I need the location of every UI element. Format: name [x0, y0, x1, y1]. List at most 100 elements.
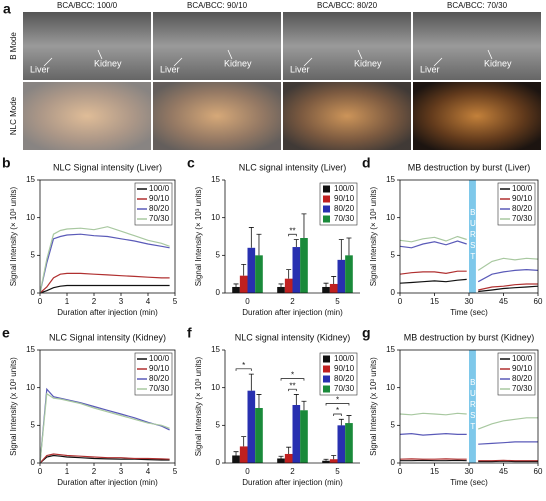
- column-label: BCA/BCC: 70/30: [447, 1, 508, 10]
- significance-bracket: [235, 368, 252, 371]
- error-bar: [286, 446, 292, 454]
- x-tick-label: 4: [146, 467, 151, 476]
- organ-label: Liver: [160, 64, 180, 74]
- error-bar: [301, 400, 307, 411]
- error-bar: [278, 455, 284, 459]
- x-tick-label: 4: [146, 297, 151, 306]
- legend-label: 100/0: [149, 354, 170, 363]
- significance-label: **: [289, 226, 295, 235]
- x-tick-label: 60: [534, 297, 543, 306]
- significance-label: *: [336, 396, 339, 405]
- series-line: [39, 454, 170, 464]
- bar: [284, 453, 293, 463]
- chart-title: MB destruction by burst (Liver): [408, 162, 531, 172]
- error-bar: [241, 263, 247, 276]
- column-label: BCA/BCC: 90/10: [187, 1, 248, 10]
- legend-label: 100/0: [334, 184, 355, 193]
- chart-title: MB destruction by burst (Kidney): [404, 332, 535, 342]
- y-axis-label: Signal Intensity (× 10³ units): [194, 186, 203, 286]
- organ-label: Kidney: [224, 58, 252, 68]
- legend-label: 90/10: [334, 364, 355, 373]
- bar: [337, 259, 346, 293]
- panel-letter: c: [187, 155, 195, 171]
- legend-swatch: [323, 215, 330, 223]
- bar: [255, 255, 263, 293]
- error-bar: [286, 269, 292, 279]
- series-line: [399, 458, 538, 462]
- x-tick-label: 2: [92, 467, 97, 476]
- error-bar: [256, 394, 262, 409]
- legend-box: [134, 182, 173, 226]
- x-tick-label: 0: [245, 297, 250, 306]
- y-axis-label: Signal Intensity (× 10³ units): [9, 186, 18, 286]
- axes: [224, 180, 360, 294]
- legend-label: 80/20: [149, 204, 170, 213]
- error-bar: [346, 415, 352, 424]
- y-tick-label: 5: [391, 250, 396, 259]
- y-tick-label: 5: [216, 420, 221, 429]
- legend-swatch: [323, 375, 330, 383]
- y-tick-label: 15: [211, 345, 220, 354]
- series-line: [39, 272, 170, 294]
- y-tick-label: 5: [31, 420, 36, 429]
- y-tick-label: 0: [31, 458, 36, 467]
- organ-label: Kidney: [484, 58, 512, 68]
- x-axis-label: Duration after injection (min): [242, 478, 343, 487]
- bar: [284, 278, 293, 293]
- x-tick-label: 15: [430, 297, 439, 306]
- panel-letter: d: [362, 155, 371, 171]
- plot-frame: [399, 179, 539, 294]
- y-tick-label: 10: [26, 213, 35, 222]
- y-tick-label: 15: [26, 345, 35, 354]
- bar: [239, 446, 248, 463]
- y-tick-label: 15: [386, 345, 395, 354]
- error-bar: [233, 283, 239, 287]
- legend-label: 80/20: [334, 374, 355, 383]
- x-axis-label: Duration after injection (min): [57, 308, 158, 317]
- chart-title: NLC signal intensity (Liver): [239, 162, 347, 172]
- x-tick-label: 2: [290, 297, 295, 306]
- series-line: [39, 453, 170, 464]
- x-axis-label: Time (sec): [450, 478, 488, 487]
- y-tick-label: 10: [211, 213, 220, 222]
- bar: [337, 425, 346, 463]
- row-label: B Mode: [9, 32, 18, 60]
- error-bar: [323, 282, 329, 287]
- legend-box: [497, 352, 536, 396]
- series-line: [39, 226, 170, 294]
- x-tick-label: 60: [534, 467, 543, 476]
- x-tick-label: 0: [38, 467, 43, 476]
- pointer: [97, 49, 103, 60]
- legend-label: 80/20: [334, 204, 355, 213]
- legend-label: 90/10: [334, 194, 355, 203]
- legend-swatch: [323, 385, 330, 393]
- plot-frame: [39, 349, 176, 464]
- bar: [300, 238, 308, 293]
- pointer: [487, 49, 493, 60]
- x-tick-label: 5: [335, 467, 340, 476]
- series-line: [399, 240, 539, 283]
- nlc-image: [153, 82, 281, 150]
- x-tick-label: 5: [173, 297, 178, 306]
- column-label: BCA/BCC: 80/20: [317, 1, 378, 10]
- x-tick-label: 2: [92, 297, 97, 306]
- y-tick-label: 0: [216, 288, 221, 297]
- x-tick-label: 0: [398, 297, 403, 306]
- error-bar: [338, 239, 344, 260]
- pointer: [303, 57, 313, 67]
- x-axis-label: Duration after injection (min): [242, 308, 343, 317]
- error-bar: [346, 237, 352, 256]
- legend-label: 80/20: [512, 204, 533, 213]
- b-mode-image: [153, 12, 281, 80]
- legend-label: 70/30: [334, 214, 355, 223]
- series-line: [399, 235, 539, 271]
- chart-title: NLC Signal intensity (Liver): [53, 162, 162, 172]
- y-tick-label: 15: [386, 175, 395, 184]
- legend-label: 90/10: [149, 194, 170, 203]
- error-bar: [331, 455, 337, 460]
- error-bar: [331, 276, 337, 284]
- bar: [292, 404, 301, 463]
- x-tick-label: 1: [65, 297, 70, 306]
- legend-label: 90/10: [512, 194, 533, 203]
